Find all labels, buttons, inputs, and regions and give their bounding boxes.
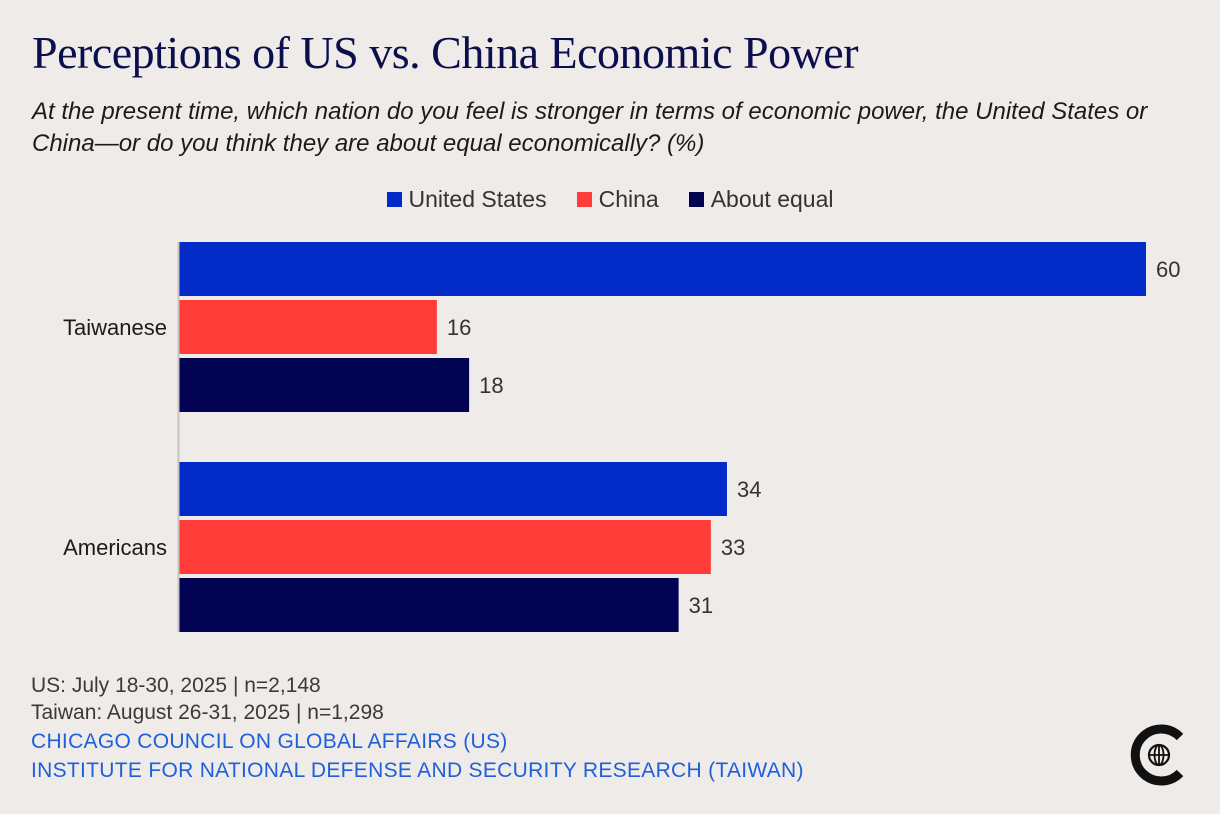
source-institute: INSTITUTE FOR NATIONAL DEFENSE AND SECUR… <box>31 759 804 782</box>
legend-swatch-about-equal <box>688 192 704 207</box>
data-label-taiwanese-about-equal: 18 <box>479 373 503 398</box>
bar-taiwanese-china <box>179 300 437 354</box>
bar-americans-china <box>179 520 711 574</box>
category-label-taiwanese: Taiwanese <box>63 315 167 340</box>
legend-label-china: China <box>598 186 659 212</box>
bar-americans-about-equal <box>179 578 679 632</box>
legend-item-about-equal: About equal <box>688 186 834 213</box>
legend-swatch-china <box>576 192 592 207</box>
footnote-us-survey: US: July 18-30, 2025 | n=2,148 <box>31 674 321 697</box>
data-label-americans-united-states: 34 <box>737 477 761 502</box>
chart-title: Perceptions of US vs. China Economic Pow… <box>32 27 859 78</box>
category-label-americans: Americans <box>63 535 167 560</box>
legend-item-china: China <box>576 186 659 213</box>
data-label-americans-china: 33 <box>721 535 745 560</box>
bar-chart: Taiwanese 60 16 18 Americans 34 33 31 <box>63 242 1180 632</box>
data-label-taiwanese-united-states: 60 <box>1156 257 1180 282</box>
legend-label-united-states: United States <box>408 186 547 212</box>
chart-subtitle: At the present time, which nation do you… <box>32 98 1148 157</box>
bar-taiwanese-united-states <box>179 242 1146 296</box>
source-chicago-council: CHICAGO COUNCIL ON GLOBAL AFFAIRS (US) <box>31 730 508 753</box>
data-label-americans-about-equal: 31 <box>689 593 713 618</box>
chicago-council-globe-logo-icon <box>1130 724 1184 786</box>
footnote-taiwan-survey: Taiwan: August 26-31, 2025 | n=1,298 <box>31 701 384 724</box>
legend: United States China About equal <box>0 186 1220 213</box>
bar-taiwanese-about-equal <box>179 358 470 412</box>
bar-americans-united-states <box>179 462 727 516</box>
legend-label-about-equal: About equal <box>710 186 834 212</box>
data-label-taiwanese-china: 16 <box>447 315 471 340</box>
legend-swatch-united-states <box>386 192 402 207</box>
legend-item-united-states: United States <box>386 186 547 213</box>
